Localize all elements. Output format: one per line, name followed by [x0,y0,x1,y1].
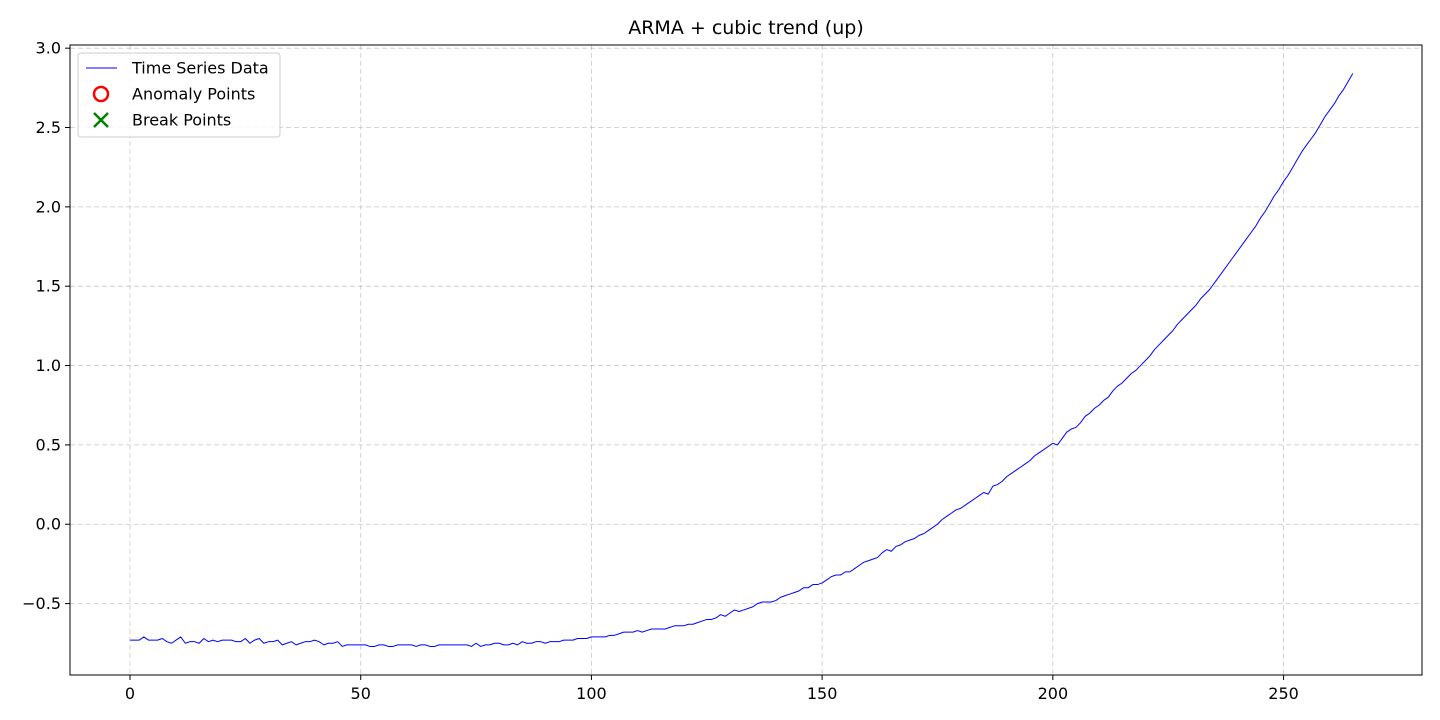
x-axis: 0 50 100 150 200 250 [125,675,1299,703]
x-tick-label: 100 [576,684,607,703]
x-tick-label: 0 [125,684,135,703]
y-tick-label: 1.5 [36,277,61,296]
chart-title: ARMA + cubic trend (up) [628,17,864,39]
legend-box [77,52,281,138]
y-tick-label: 0.5 [36,435,61,454]
legend: Time Series Data Anomaly Points Break Poin… [77,52,281,138]
y-tick-label: 0.0 [36,515,61,534]
legend-x-marker [93,112,109,128]
y-tick-label: 3.0 [36,39,61,58]
grid-lines [70,45,1422,675]
x-tick-label: 200 [1038,684,1069,703]
x-tick-label: 50 [351,684,371,703]
x-tick-label: 150 [807,684,838,703]
series-line-time-series-data [129,73,1354,647]
series-layer [129,73,1354,647]
x-tick-label: 250 [1268,684,1299,703]
y-tick-label: −0.5 [22,594,61,613]
legend-label: Break Points [132,111,231,130]
y-tick-label: 2.0 [36,197,61,216]
legend-label: Anomaly Points [132,85,255,104]
y-axis: −0.5 0.0 0.5 1.0 1.5 2.0 2.5 3.0 [22,39,70,613]
legend-circle-marker [92,85,110,103]
y-tick-label: 2.5 [36,118,61,137]
y-tick-label: 1.0 [36,356,61,375]
legend-x-stroke [93,112,109,128]
legend-label: Time Series Data [131,59,269,78]
plot-frame [69,44,1423,676]
